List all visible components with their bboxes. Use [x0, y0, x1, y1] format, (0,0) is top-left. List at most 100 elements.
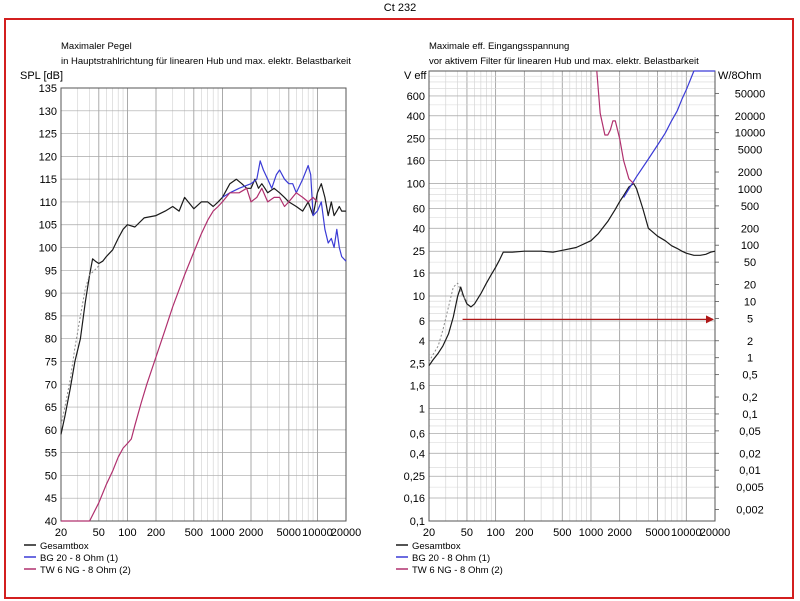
y-tick-label: 0,25 — [404, 471, 425, 483]
y2-tick-label: 10000 — [735, 128, 766, 140]
y-tick-label: 1 — [419, 404, 425, 416]
y-tick-label: 60 — [45, 425, 57, 437]
y-tick-label: 70 — [45, 379, 57, 391]
y-tick-label: 160 — [407, 156, 425, 168]
x-tick-label: 200 — [515, 527, 533, 539]
chart-subtitle: in Hauptstrahlrichtung für linearen Hub … — [61, 56, 351, 67]
x-tick-label: 1000 — [579, 527, 603, 539]
x-tick-label: 50 — [93, 527, 105, 539]
legend-label: TW 6 NG - 8 Ohm (2) — [412, 565, 503, 576]
x-tick-label: 200 — [147, 527, 165, 539]
plot-border — [60, 87, 347, 522]
x-tick-label: 20000 — [700, 527, 731, 539]
y-tick-label: 60 — [413, 203, 425, 215]
x-tick-label: 500 — [185, 527, 203, 539]
y-tick-label: 4 — [419, 336, 425, 348]
x-tick-label: 5000 — [277, 527, 301, 539]
y-tick-label: 250 — [407, 134, 425, 146]
y-tick-label: 105 — [39, 220, 57, 232]
series-line — [623, 70, 715, 198]
y-tick-label: 100 — [407, 179, 425, 191]
y-tick-label: 130 — [39, 106, 57, 118]
y-tick-label: 2,5 — [410, 359, 425, 371]
y-tick-label: 120 — [39, 151, 57, 163]
y2-axis-label: W/8Ohm — [718, 70, 761, 82]
y-tick-label: 80 — [45, 334, 57, 346]
y-tick-label: 110 — [39, 197, 57, 209]
x-tick-label: 2000 — [239, 527, 263, 539]
y-tick-label: 95 — [45, 265, 57, 277]
y-tick-label: 10 — [413, 291, 425, 303]
x-tick-label: 20000 — [331, 527, 362, 539]
series-line — [428, 182, 716, 367]
y2-tick-label: 0,002 — [736, 505, 764, 517]
y2-tick-label: 20000 — [735, 111, 766, 123]
y2-tick-label: 100 — [741, 240, 759, 252]
y2-tick-label: 1000 — [738, 184, 762, 196]
y-tick-label: 1,6 — [410, 381, 425, 393]
legend-label: TW 6 NG - 8 Ohm (2) — [40, 565, 131, 576]
y2-tick-label: 2000 — [738, 167, 762, 179]
y-tick-label: 65 — [45, 402, 57, 414]
y-tick-label: 115 — [39, 174, 57, 186]
y2-tick-label: 0,5 — [742, 370, 757, 382]
y-tick-label: 0,16 — [404, 493, 425, 505]
y-tick-label: 50 — [45, 470, 57, 482]
y2-tick-label: 0,01 — [739, 465, 760, 477]
y-tick-label: 6 — [419, 316, 425, 328]
y2-tick-label: 500 — [741, 201, 759, 213]
x-tick-label: 20 — [55, 527, 67, 539]
x-tick-label: 20 — [423, 527, 435, 539]
x-tick-label: 10000 — [302, 527, 333, 539]
plot-area — [61, 88, 346, 521]
chart-title: Maximaler Pegel — [61, 41, 132, 52]
legend-label: BG 20 - 8 Ohm (1) — [412, 553, 490, 564]
y-tick-label: 0,6 — [410, 428, 425, 440]
y-axis-label: SPL [dB] — [20, 70, 63, 82]
y2-tick-label: 0,1 — [742, 409, 757, 421]
x-tick-label: 10000 — [671, 527, 702, 539]
y-tick-label: 40 — [413, 223, 425, 235]
y2-tick-label: 1 — [747, 353, 753, 365]
plot-border — [428, 70, 716, 522]
y-tick-label: 75 — [45, 356, 57, 368]
y-axis-label: V eff — [404, 70, 427, 82]
x-tick-label: 500 — [553, 527, 571, 539]
y-tick-label: 55 — [45, 448, 57, 460]
y2-tick-label: 5000 — [738, 145, 762, 157]
y-tick-label: 600 — [407, 91, 425, 103]
series-line — [60, 265, 100, 426]
legend-label: BG 20 - 8 Ohm (1) — [40, 553, 118, 564]
y-tick-label: 100 — [39, 243, 57, 255]
chart-title: Maximale eff. Eingangsspannung — [429, 41, 569, 52]
y2-tick-label: 0,2 — [742, 392, 757, 404]
series-line — [61, 187, 318, 522]
y2-tick-label: 5 — [747, 313, 753, 325]
y2-tick-label: 0,005 — [736, 482, 764, 494]
y2-tick-label: 0,02 — [739, 448, 760, 460]
y2-tick-label: 200 — [741, 223, 759, 235]
y-tick-label: 85 — [45, 311, 57, 323]
page-title: Ct 232 — [383, 2, 417, 14]
y2-tick-label: 2 — [747, 336, 753, 348]
y2-tick-label: 10 — [744, 296, 756, 308]
y-tick-label: 400 — [407, 111, 425, 123]
legend-label: Gesamtbox — [412, 541, 461, 552]
x-tick-label: 100 — [118, 527, 136, 539]
y2-tick-label: 0,05 — [739, 426, 760, 438]
x-tick-label: 100 — [486, 527, 504, 539]
y-tick-label: 25 — [413, 246, 425, 258]
y-tick-label: 135 — [39, 83, 57, 95]
x-tick-label: 1000 — [210, 527, 234, 539]
y2-tick-label: 20 — [744, 280, 756, 292]
y2-tick-label: 50000 — [735, 88, 766, 100]
y2-tick-label: 50 — [744, 257, 756, 269]
x-tick-label: 5000 — [645, 527, 669, 539]
y-tick-label: 16 — [413, 268, 425, 280]
y-tick-label: 0,4 — [410, 448, 425, 460]
y-tick-label: 90 — [45, 288, 57, 300]
chart-subtitle: vor aktivem Filter für linearen Hub und … — [429, 56, 699, 67]
series-line — [596, 70, 635, 184]
chart-frame — [4, 18, 794, 599]
